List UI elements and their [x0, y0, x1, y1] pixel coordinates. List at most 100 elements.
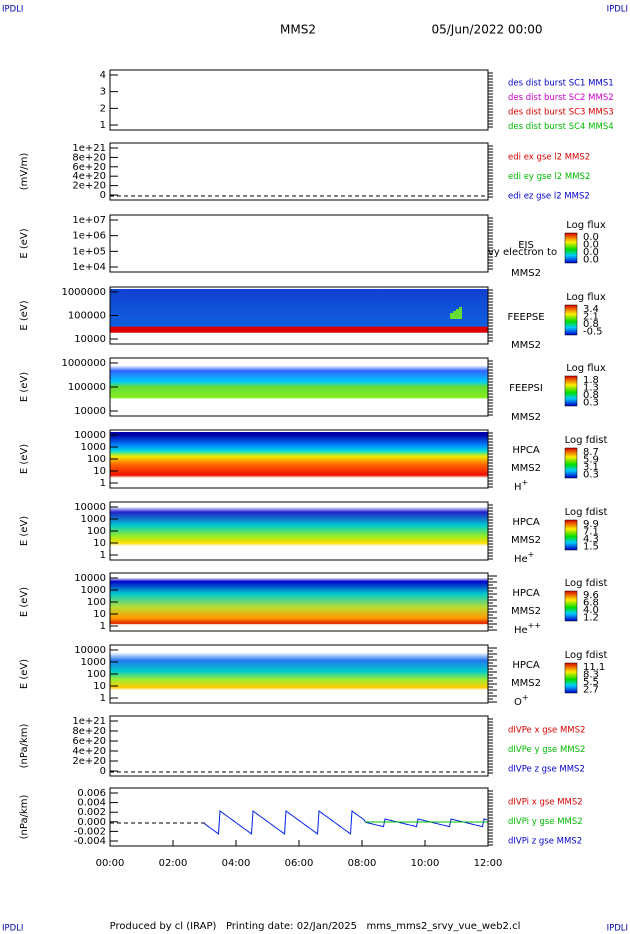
- y-tick-label: 100000: [68, 382, 106, 393]
- colorbar-title: Log flux: [566, 292, 606, 303]
- legend-entry: des dist burst SC4 MMS4: [508, 122, 614, 132]
- x-tick-label: 02:00: [159, 858, 188, 869]
- y-tick-label: 0.004: [77, 798, 106, 809]
- corner-label: IPDLI: [2, 5, 23, 15]
- y-tick-label: 1000: [81, 657, 106, 668]
- species-label: He++: [514, 621, 541, 637]
- y-axis-label: E (eV): [19, 372, 30, 402]
- colorbar-title: Log fdist: [565, 435, 608, 446]
- colorbar: [564, 447, 578, 479]
- colorbar-label: 0.8: [583, 319, 599, 330]
- y-tick-label: 2: [100, 103, 106, 114]
- species-charge: +: [528, 550, 535, 559]
- y-tick-label: 0.000: [77, 817, 106, 828]
- y-tick-label: 1e+21: [72, 143, 106, 154]
- legend-entry: edi ex gse l2 MMS2: [508, 153, 590, 163]
- panel-frame: [109, 69, 489, 131]
- y-tick-label: 10000: [74, 334, 106, 345]
- legend-entry: edi ey gse l2 MMS2: [508, 172, 590, 182]
- panel-frame: [109, 715, 489, 777]
- noise-trace: [204, 810, 488, 835]
- y-tick-label: 1e+21: [72, 716, 106, 727]
- y-tick-label: 6e+20: [72, 736, 106, 747]
- y-tick-label: 100: [87, 526, 106, 537]
- y-tick-label: 10: [93, 609, 106, 620]
- y-tick-label: -0.004: [74, 836, 106, 847]
- y-tick-label: 10: [93, 538, 106, 549]
- species-charge: ++: [528, 621, 541, 630]
- instrument-label: FEEPSE: [507, 312, 544, 323]
- spectrogram: [110, 432, 488, 486]
- legend-entry: dIVPe x gse MMS2: [508, 726, 585, 736]
- y-tick-label: 0: [100, 190, 106, 201]
- instrument-label: HPCA: [512, 445, 540, 456]
- corner-label: IPDLI: [2, 924, 23, 934]
- y-tick-label: 0: [100, 766, 106, 777]
- colorbar-label: 3.1: [583, 462, 599, 473]
- spectrogram-patch: [459, 307, 462, 319]
- colorbar-label: 8.7: [583, 447, 599, 458]
- x-tick-label: 06:00: [285, 858, 314, 869]
- colorbar-label: 0.0: [583, 240, 599, 251]
- panel-frame: [109, 787, 489, 847]
- corner-label: IPDLI: [607, 5, 628, 15]
- colorbar-label: 0.3: [583, 470, 599, 481]
- y-tick-label: 10000: [74, 430, 106, 441]
- colorbar-label: 4.3: [583, 534, 599, 545]
- colorbar-label: -0.5: [583, 327, 603, 338]
- y-axis-label: E (eV): [19, 659, 30, 689]
- overlay-note: vy electron to: [488, 247, 557, 258]
- x-tick-label: 08:00: [348, 858, 377, 869]
- y-tick-label: 3: [100, 87, 106, 98]
- sc-label: MMS2: [511, 606, 541, 617]
- species-name: He: [514, 554, 528, 565]
- colorbar-label: 2.7: [583, 685, 599, 696]
- y-tick-label: 1000000: [61, 358, 106, 369]
- species-label: O+: [514, 693, 529, 709]
- colorbar-label: 9.9: [583, 519, 599, 530]
- colorbar: [564, 304, 578, 336]
- y-tick-label: 4e+20: [72, 171, 106, 182]
- colorbar-label: 5.5: [583, 677, 599, 688]
- instrument-label: FEEPSI: [509, 383, 543, 394]
- spectrogram: [110, 647, 488, 701]
- spectrogram-patch: [453, 311, 456, 319]
- spectrogram: [110, 504, 488, 558]
- y-axis-label: E (eV): [19, 587, 30, 617]
- y-tick-label: 1: [100, 550, 106, 561]
- legend-entry: dIVPi y gse MMS2: [508, 817, 583, 827]
- y-tick-label: 1: [100, 478, 106, 489]
- instrument-label: HPCA: [512, 660, 540, 671]
- colorbar: [564, 375, 578, 407]
- legend-entry: dIVPe z gse MMS2: [508, 765, 585, 775]
- colorbar-title: Log flux: [566, 363, 606, 374]
- spectrogram: [110, 575, 488, 629]
- legend-entry: des dist burst SC2 MMS2: [508, 93, 614, 103]
- sc-label: MMS2: [511, 268, 541, 279]
- instrument-label: HPCA: [512, 588, 540, 599]
- x-tick-label: 00:00: [96, 858, 125, 869]
- y-tick-label: 1000000: [61, 287, 106, 298]
- y-tick-label: 1000: [81, 442, 106, 453]
- x-tick-label: 12:00: [474, 858, 503, 869]
- corner-label: IPDLI: [607, 924, 628, 934]
- colorbar-title: Log fdist: [565, 650, 608, 661]
- y-tick-label: 2e+20: [72, 756, 106, 767]
- y-tick-label: 6e+20: [72, 162, 106, 173]
- colorbar-label: 1.3: [583, 383, 599, 394]
- y-tick-label: 8e+20: [72, 726, 106, 737]
- y-axis-label: (nPa/km): [19, 724, 30, 769]
- date-title: 05/Jun/2022 00:00: [431, 23, 542, 37]
- spectrogram-patch: [456, 309, 459, 319]
- legend-entry: dIVPi z gse MMS2: [508, 837, 582, 847]
- colorbar-label: 2.1: [583, 312, 599, 323]
- colorbar-label: 0.8: [583, 390, 599, 401]
- species-charge: +: [522, 478, 529, 487]
- colorbar-label: 1.2: [583, 613, 599, 624]
- species-name: O: [514, 697, 522, 708]
- colorbar-label: 5.9: [583, 455, 599, 466]
- y-tick-label: 0.006: [77, 788, 106, 799]
- colorbar-label: 0.0: [583, 247, 599, 258]
- species-name: H: [514, 482, 522, 493]
- spectrogram-patch: [450, 313, 453, 319]
